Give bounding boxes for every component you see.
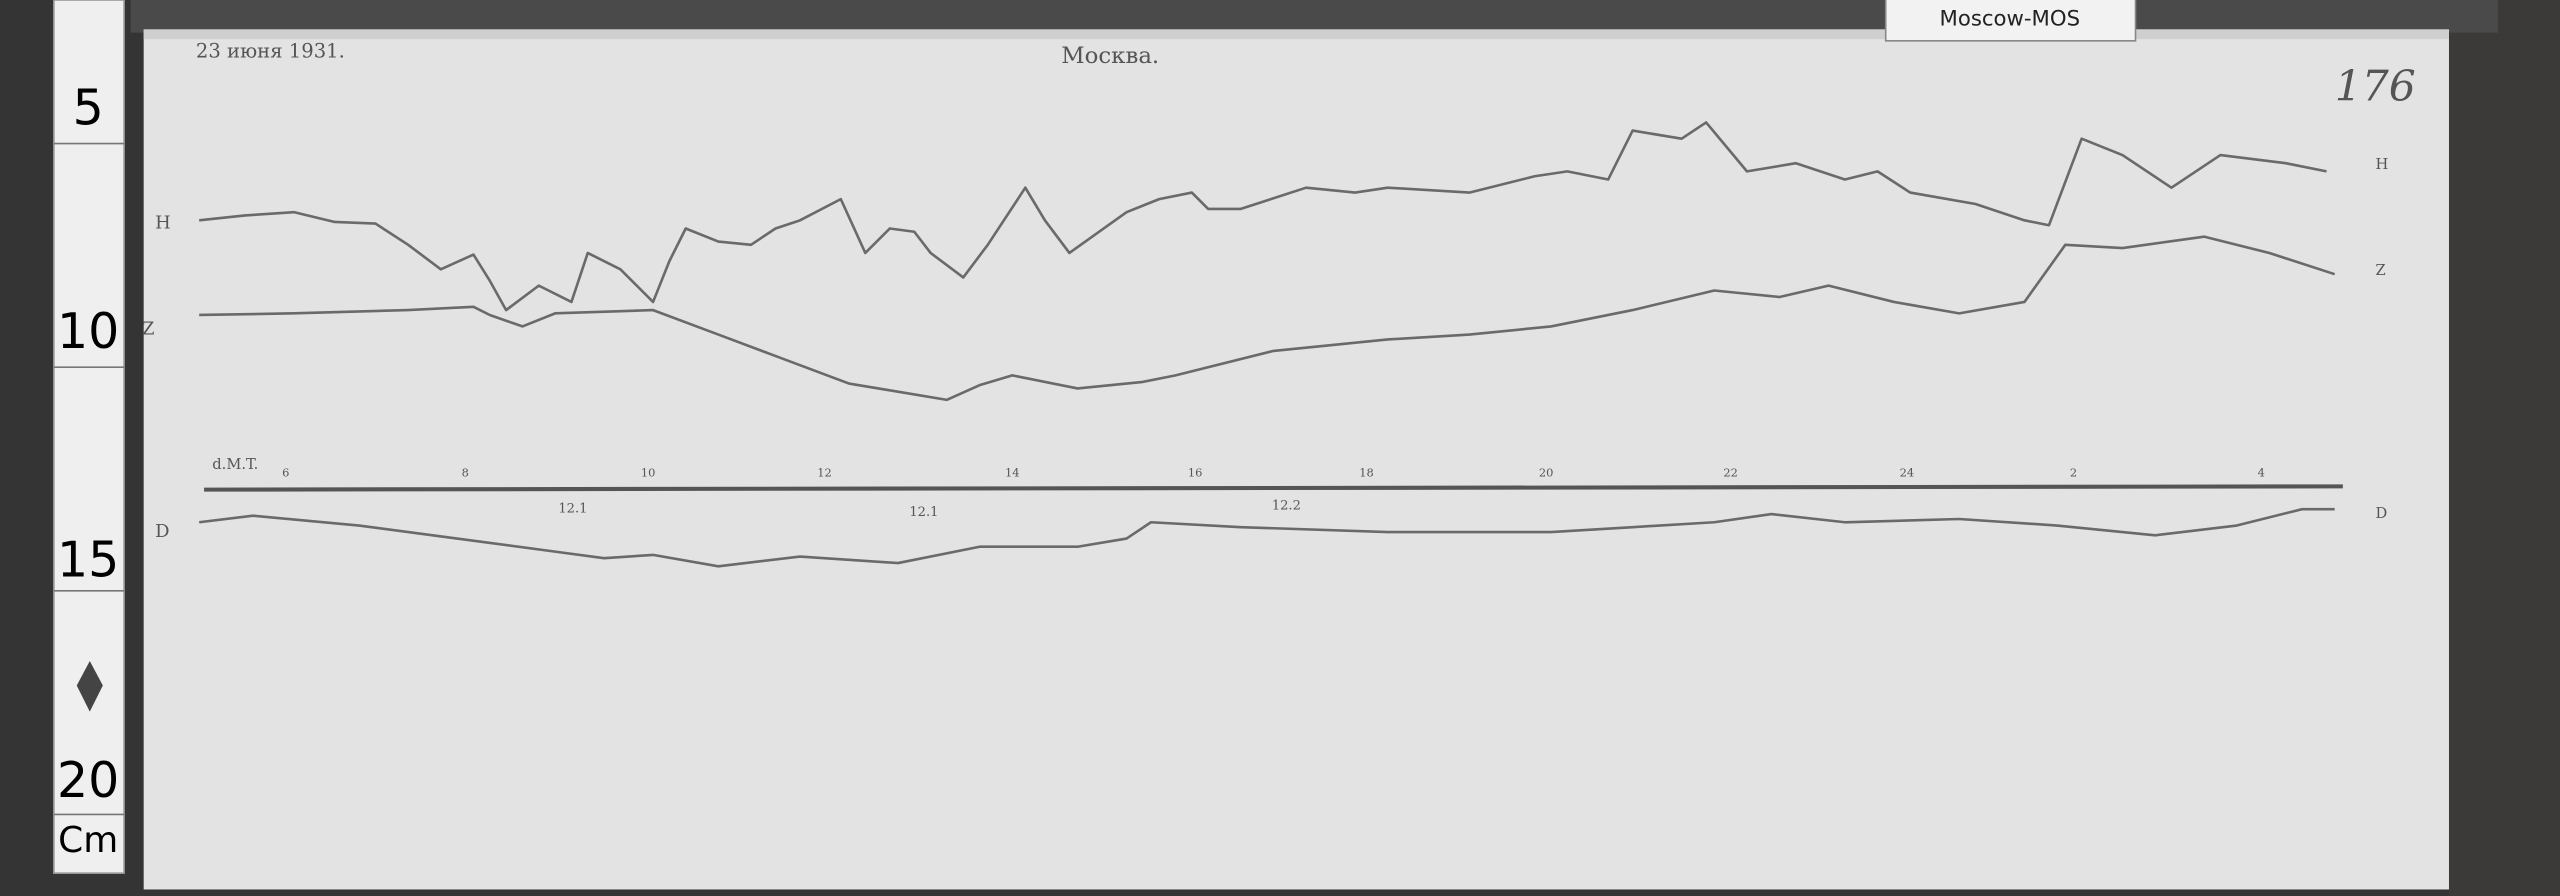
ruler-label: 5 bbox=[73, 79, 104, 136]
top-strip bbox=[130, 0, 2498, 33]
annotation: 12.1 bbox=[909, 505, 938, 520]
time-tick-label: 4 bbox=[2258, 465, 2265, 479]
time-tick-label: 14 bbox=[1005, 465, 1020, 479]
z-trace bbox=[199, 235, 2336, 402]
time-axis-label: d.M.T. bbox=[212, 456, 258, 473]
trace-label: H bbox=[2376, 156, 2389, 173]
time-tick-label: 2 bbox=[2070, 465, 2077, 479]
ruler-label: 15 bbox=[57, 532, 119, 589]
ruler-diamond bbox=[76, 660, 103, 712]
trace-label: H bbox=[155, 213, 171, 234]
ruler-lines bbox=[53, 142, 125, 816]
time-tick-label: 6 bbox=[282, 465, 289, 479]
ruler bbox=[53, 0, 125, 874]
trace-label: D bbox=[2376, 505, 2388, 522]
ruler-unit: Cm bbox=[58, 820, 118, 861]
time-tick-label: 16 bbox=[1188, 465, 1203, 479]
paper-sheet bbox=[143, 29, 2449, 890]
ruler-label: 10 bbox=[57, 303, 119, 360]
baseline bbox=[204, 484, 2343, 492]
header-place: Москва. bbox=[1061, 43, 1159, 69]
time-tick-label: 20 bbox=[1539, 465, 1554, 479]
annotation: 12.1 bbox=[558, 502, 587, 517]
right-edge bbox=[2448, 0, 2560, 896]
sheet-number: 176 bbox=[2335, 63, 2416, 112]
time-tick-label: 22 bbox=[1723, 465, 1738, 479]
station-tag bbox=[1884, 0, 2137, 42]
paper-edge bbox=[143, 29, 2449, 40]
time-tick-label: 24 bbox=[1900, 465, 1915, 479]
trace-label: Z bbox=[142, 319, 154, 340]
station-tag-text: Moscow-MOS bbox=[1940, 7, 2081, 32]
time-tick-label: 8 bbox=[462, 465, 469, 479]
time-tick-label: 10 bbox=[641, 465, 656, 479]
trace-label: D bbox=[155, 521, 169, 542]
h-trace bbox=[199, 121, 2327, 312]
ruler-label: 20 bbox=[57, 752, 119, 809]
trace-label: Z bbox=[2376, 262, 2386, 279]
time-tick-label: 18 bbox=[1359, 465, 1374, 479]
time-ticks: 6 8 10 12 14 16 18 20 22 24 2 4 bbox=[282, 465, 2265, 479]
d-trace bbox=[199, 507, 2335, 568]
header-date: 23 июня 1931. bbox=[196, 40, 345, 63]
annotation: 12.2 bbox=[1272, 498, 1301, 513]
time-tick-label: 12 bbox=[817, 465, 832, 479]
